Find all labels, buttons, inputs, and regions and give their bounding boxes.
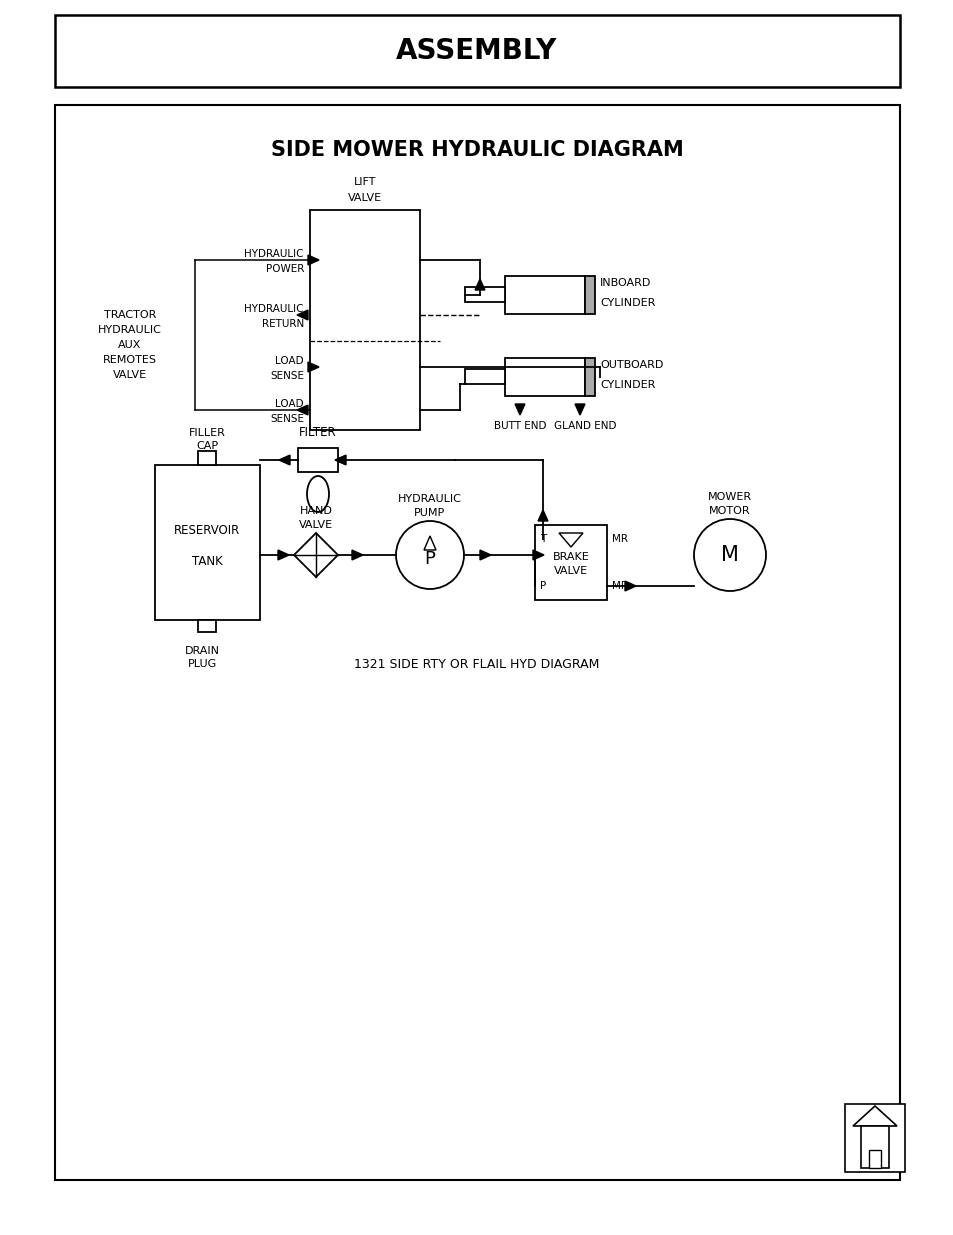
Text: MOTOR: MOTOR	[708, 506, 750, 516]
Text: T: T	[539, 534, 545, 543]
Text: HYDRAULIC: HYDRAULIC	[244, 249, 304, 259]
Bar	[310, 210, 419, 430]
Bar	[55, 105, 899, 1179]
Text: BRAKE: BRAKE	[552, 552, 589, 562]
Text: VALVE: VALVE	[348, 193, 381, 203]
Text: SIDE MOWER HYDRAULIC DIAGRAM: SIDE MOWER HYDRAULIC DIAGRAM	[271, 140, 682, 161]
Bar	[868, 1150, 880, 1168]
Text: PUMP: PUMP	[414, 508, 445, 517]
Text: MR: MR	[612, 534, 627, 543]
Ellipse shape	[307, 475, 329, 513]
Text: CYLINDER: CYLINDER	[599, 380, 655, 390]
Text: ASSEMBLY: ASSEMBLY	[395, 37, 558, 65]
Text: M: M	[720, 545, 739, 564]
Text: RESERVOIR: RESERVOIR	[174, 524, 240, 536]
Polygon shape	[575, 404, 584, 415]
Polygon shape	[624, 580, 636, 592]
Bar	[861, 1126, 888, 1168]
Text: INBOARD: INBOARD	[599, 278, 651, 288]
Text: TANK: TANK	[192, 555, 223, 568]
Bar	[584, 275, 595, 314]
Text: HYDRAULIC: HYDRAULIC	[397, 494, 461, 504]
Polygon shape	[277, 550, 289, 559]
Bar	[297, 448, 337, 472]
Polygon shape	[278, 454, 290, 464]
Text: VALVE: VALVE	[554, 567, 587, 577]
Text: P: P	[424, 550, 435, 568]
Text: LIFT: LIFT	[354, 177, 375, 186]
Text: BUTT END: BUTT END	[494, 421, 546, 431]
Polygon shape	[308, 256, 318, 266]
Polygon shape	[479, 550, 491, 559]
Text: HAND: HAND	[299, 506, 332, 516]
Bar	[504, 275, 584, 314]
Bar	[154, 466, 260, 620]
Text: 1321 SIDE RTY OR FLAIL HYD DIAGRAM: 1321 SIDE RTY OR FLAIL HYD DIAGRAM	[354, 658, 599, 672]
Bar	[844, 1104, 904, 1172]
Text: PLUG: PLUG	[188, 659, 217, 669]
Text: HYDRAULIC: HYDRAULIC	[98, 325, 162, 335]
Polygon shape	[352, 550, 363, 559]
Text: SENSE: SENSE	[270, 414, 304, 424]
Polygon shape	[533, 550, 543, 559]
Polygon shape	[296, 310, 308, 320]
Text: MP: MP	[612, 580, 626, 592]
Text: HYDRAULIC: HYDRAULIC	[244, 304, 304, 314]
Bar	[198, 620, 216, 632]
Bar	[464, 369, 504, 384]
Text: REMOTES: REMOTES	[103, 354, 157, 366]
Text: MOWER: MOWER	[707, 492, 751, 501]
Text: VALVE: VALVE	[298, 520, 333, 530]
Bar	[198, 451, 216, 466]
Circle shape	[693, 519, 765, 592]
Text: OUTBOARD: OUTBOARD	[599, 359, 662, 370]
Circle shape	[395, 521, 463, 589]
Text: GLAND END: GLAND END	[553, 421, 616, 431]
Polygon shape	[475, 279, 484, 290]
Text: AUX: AUX	[118, 340, 142, 350]
Bar	[464, 287, 504, 303]
Polygon shape	[537, 510, 547, 521]
Text: FILLER: FILLER	[189, 429, 226, 438]
Text: VALVE: VALVE	[112, 370, 147, 380]
Text: TRACTOR: TRACTOR	[104, 310, 156, 320]
Text: POWER: POWER	[265, 264, 304, 274]
Text: P: P	[539, 580, 545, 592]
Polygon shape	[308, 362, 318, 372]
Bar	[535, 525, 606, 600]
Text: LOAD: LOAD	[275, 399, 304, 409]
Polygon shape	[515, 404, 524, 415]
Text: LOAD: LOAD	[275, 356, 304, 366]
Text: RETURN: RETURN	[261, 319, 304, 329]
Text: DRAIN: DRAIN	[185, 646, 220, 656]
Bar	[584, 358, 595, 396]
Bar	[504, 358, 584, 396]
Bar	[55, 15, 899, 86]
Text: SENSE: SENSE	[270, 370, 304, 382]
Text: FILTER: FILTER	[299, 426, 336, 438]
Polygon shape	[296, 405, 308, 415]
Polygon shape	[335, 454, 346, 464]
Text: CYLINDER: CYLINDER	[599, 298, 655, 308]
Text: CAP: CAP	[196, 441, 218, 451]
